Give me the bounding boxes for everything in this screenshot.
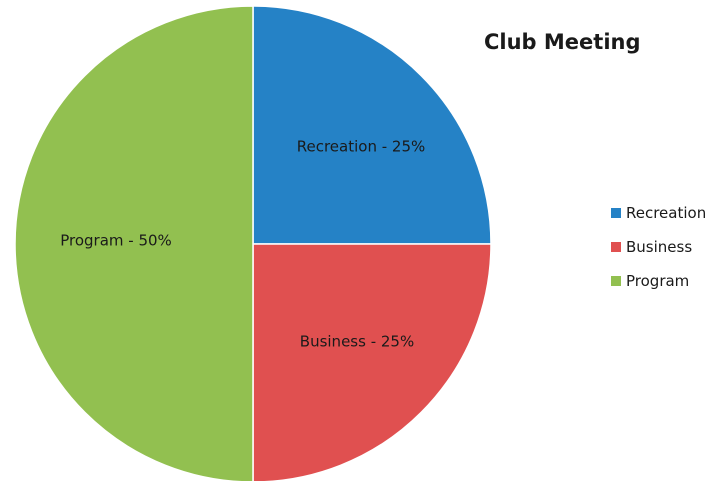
legend-label-program: Program <box>626 271 690 290</box>
legend-item-business: Business <box>611 236 706 257</box>
legend-label-recreation: Recreation <box>626 203 707 222</box>
legend-item-program: Program <box>611 270 706 291</box>
pie-slice-labels: Recreation - 25% Business - 25% Program - … <box>60 138 425 351</box>
legend-swatch-program <box>611 275 621 286</box>
slice-label-program: Program - 50% <box>60 232 172 250</box>
slice-label-business: Business - 25% <box>300 333 414 351</box>
pie-slice-recreation <box>252 5 492 245</box>
legend-label-business: Business <box>626 237 693 256</box>
legend-swatch-recreation <box>611 207 621 218</box>
legend-swatch-business <box>611 241 621 252</box>
pie-slice-business <box>252 243 492 481</box>
slice-label-recreation: Recreation - 25% <box>297 138 426 156</box>
pie-slice-program <box>14 5 254 481</box>
legend-item-recreation: Recreation <box>611 202 706 223</box>
chart-title: Club Meeting <box>484 30 641 54</box>
chart-legend: Recreation Business Program <box>611 202 706 304</box>
pie-slices <box>14 5 492 481</box>
